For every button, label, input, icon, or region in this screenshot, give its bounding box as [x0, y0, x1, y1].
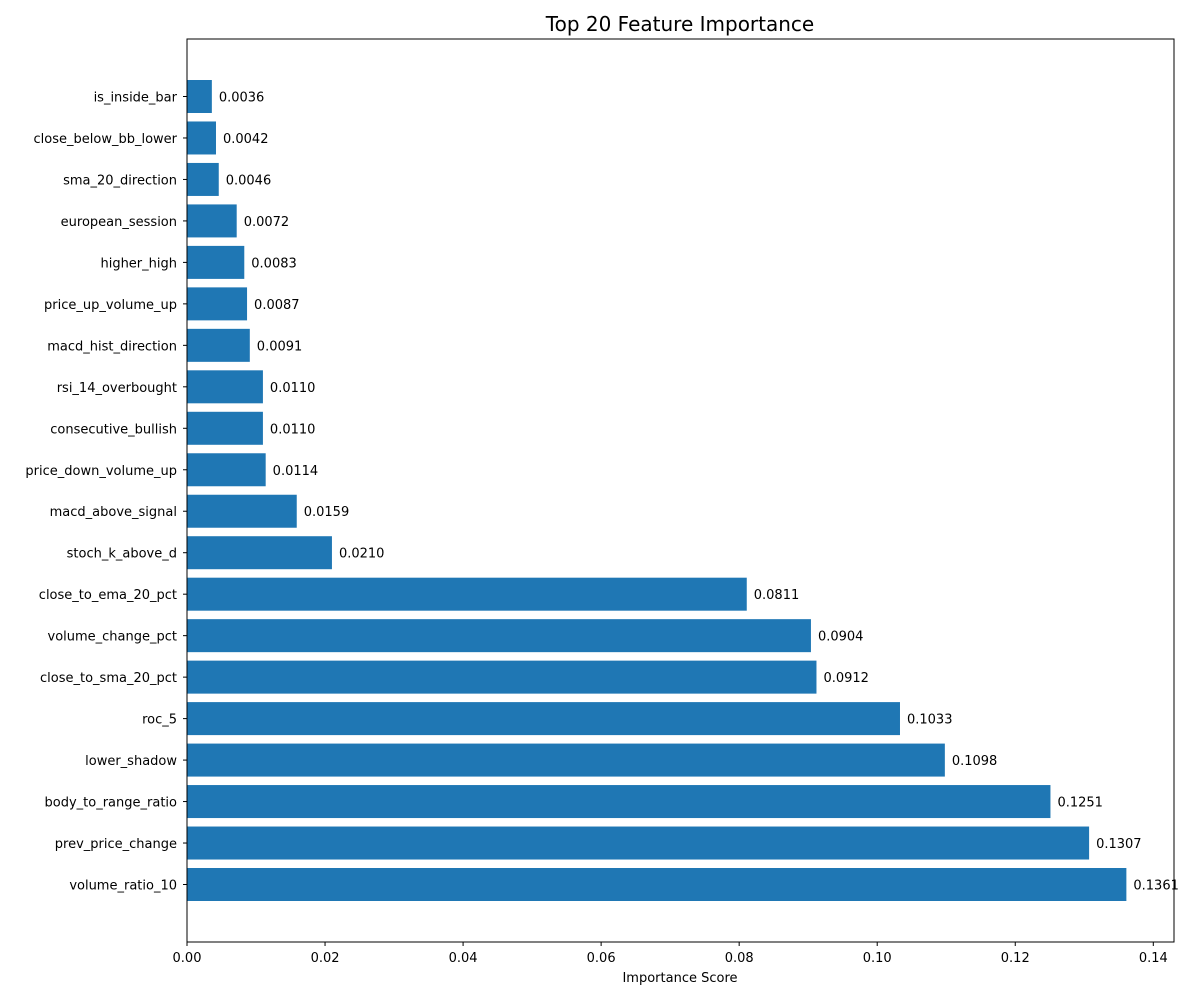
y-tick-label: consecutive_bullish — [50, 422, 177, 437]
y-tick-label: close_below_bb_lower — [34, 132, 178, 147]
y-tick-label: close_to_sma_20_pct — [40, 671, 177, 686]
bar — [187, 162, 219, 196]
bar-value-label: 0.0087 — [254, 298, 300, 313]
y-tick-label: roc_5 — [142, 713, 177, 728]
y-tick-label: lower_shadow — [85, 754, 177, 769]
y-tick-label: stoch_k_above_d — [67, 547, 177, 562]
plot-frame — [186, 38, 1175, 943]
x-tick-label: 0.14 — [1139, 951, 1168, 966]
bar — [187, 204, 237, 238]
bar — [187, 702, 900, 736]
y-axis-ticks: volume_ratio_10 prev_price_change body_to_… — [25, 91, 187, 894]
bar-value-label: 0.1307 — [1096, 837, 1142, 852]
bar — [187, 619, 811, 653]
bar-value-label: 0.0210 — [339, 547, 385, 562]
bar — [187, 245, 245, 279]
x-axis-ticks: 0.00 0.02 0.04 0.06 0.08 0.10 0.12 0.14 — [173, 942, 1168, 966]
bar — [187, 287, 248, 321]
x-tick-label: 0.10 — [863, 951, 892, 966]
x-tick-label: 0.00 — [173, 951, 202, 966]
bars-layer — [187, 80, 1127, 901]
bar — [187, 577, 747, 611]
bar-value-label: 0.0904 — [818, 630, 864, 645]
x-tick-label: 0.04 — [449, 951, 478, 966]
bar-value-label: 0.0912 — [823, 671, 869, 686]
y-tick-label: volume_ratio_10 — [69, 879, 177, 894]
bar — [187, 370, 263, 404]
bar — [187, 411, 263, 445]
bar-value-label: 0.0042 — [223, 132, 269, 147]
bar — [187, 826, 1090, 860]
y-tick-label: price_down_volume_up — [25, 464, 177, 479]
bar — [187, 80, 212, 113]
bar-value-label: 0.1251 — [1057, 796, 1103, 811]
bar-value-label: 0.1361 — [1133, 879, 1179, 894]
bar-value-label: 0.1033 — [907, 713, 953, 728]
x-tick-label: 0.12 — [1001, 951, 1030, 966]
y-tick-label: body_to_range_ratio — [45, 796, 178, 811]
bar — [187, 453, 266, 487]
y-tick-label: close_to_ema_20_pct — [39, 588, 177, 603]
bar — [187, 660, 817, 694]
y-tick-label: sma_20_direction — [63, 173, 177, 188]
bar — [187, 868, 1127, 901]
y-tick-label: is_inside_bar — [94, 91, 178, 106]
bar — [187, 121, 216, 155]
y-tick-label: macd_above_signal — [50, 505, 177, 520]
x-axis-title: Importance Score — [622, 971, 737, 986]
bar-value-label: 0.0159 — [304, 505, 350, 520]
chart-title: Top 20 Feature Importance — [545, 12, 814, 36]
bar — [187, 494, 297, 528]
bar — [187, 536, 332, 570]
bar-value-label: 0.1098 — [952, 754, 998, 769]
bar-value-label: 0.0072 — [244, 215, 290, 230]
bar — [187, 328, 250, 362]
y-tick-label: rsi_14_overbought — [57, 381, 177, 396]
y-tick-label: prev_price_change — [55, 837, 177, 852]
bar-value-label: 0.0083 — [251, 256, 297, 271]
x-tick-label: 0.08 — [725, 951, 754, 966]
x-tick-label: 0.02 — [311, 951, 340, 966]
y-tick-label: macd_hist_direction — [47, 339, 177, 354]
bar-value-label: 0.0114 — [273, 464, 319, 479]
bar-value-label: 0.0110 — [270, 422, 316, 437]
data-labels-layer: 0.1361 0.1307 0.1251 0.1098 0.1033 0.0912 0.09… — [219, 91, 1179, 894]
y-tick-label: higher_high — [100, 256, 177, 271]
bar-value-label: 0.0811 — [754, 588, 800, 603]
bar — [187, 743, 945, 777]
y-tick-label: price_up_volume_up — [44, 298, 177, 313]
y-tick-label: volume_change_pct — [48, 630, 178, 645]
bar-value-label: 0.0110 — [270, 381, 316, 396]
bar-value-label: 0.0036 — [219, 91, 264, 106]
x-tick-label: 0.06 — [587, 951, 616, 966]
bar — [187, 785, 1051, 819]
bar-value-label: 0.0046 — [226, 173, 271, 188]
y-tick-label: european_session — [61, 215, 177, 230]
bar-value-label: 0.0091 — [257, 339, 303, 354]
